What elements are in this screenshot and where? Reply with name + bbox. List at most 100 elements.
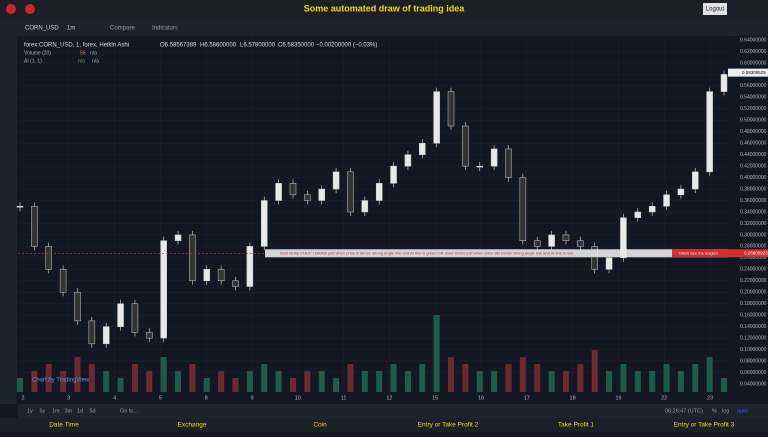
candle: [433, 91, 440, 144]
footer-column: Exchange: [178, 422, 207, 429]
y-tick-label: 0.40000000: [740, 175, 767, 181]
auto-toggle[interactable]: auto: [737, 408, 748, 414]
y-tick-label: 0.60000000: [740, 60, 767, 66]
candle: [490, 148, 498, 167]
candle: [347, 171, 354, 213]
x-tick-label: 3: [67, 395, 70, 401]
candle: [260, 200, 268, 247]
top-bar: [0, 0, 768, 20]
y-tick-label: 0.06000000: [740, 370, 767, 376]
x-tick-label: 5: [159, 395, 162, 401]
toolbar: [0, 20, 768, 36]
candle: [548, 234, 555, 247]
volume-bar: [261, 364, 268, 392]
log-toggle[interactable]: log: [722, 408, 729, 414]
icon[interactable]: [6, 4, 16, 14]
candle: [591, 246, 598, 270]
chart: 0.04000000 0.06000000 0.08000000 0.10000000…: [16, 36, 768, 401]
compare[interactable]: Compare: [110, 26, 135, 32]
x-tick-label: 2: [21, 395, 24, 401]
x-tick-label: 12: [386, 395, 392, 401]
range-button[interactable]: 5y: [40, 408, 46, 414]
clock: 06:26:47 (UTC): [665, 408, 703, 414]
volume-bar: [347, 364, 354, 392]
bottom-controls: 1y 5y 1m 3m 1d 5d Go to...: [27, 408, 139, 414]
volume-bar: [534, 364, 541, 392]
candle: [146, 332, 153, 339]
goto-button[interactable]: Go to...: [120, 408, 139, 414]
volume-bar: [246, 371, 253, 392]
candle: [634, 211, 642, 218]
x-tick-label: 15: [432, 395, 438, 401]
candle: [102, 326, 110, 345]
y-tick-label: 0.04000000: [740, 381, 767, 387]
candle: [562, 234, 570, 241]
left-toolbar: [0, 36, 17, 404]
candle: [605, 257, 613, 270]
range-button[interactable]: 3m: [65, 408, 73, 414]
volume-bar: [131, 364, 138, 392]
legend-na: n/a: [78, 58, 85, 64]
candle: [533, 240, 541, 247]
candle: [246, 246, 254, 287]
current-price: 0.58309525: [742, 70, 766, 75]
range-button[interactable]: 5d: [90, 408, 96, 414]
candle: [677, 188, 685, 196]
bottom-bar: [18, 404, 768, 418]
volume-bar: [304, 371, 311, 392]
candle: [318, 188, 325, 201]
x-tick-label: 23: [707, 395, 713, 401]
icon[interactable]: [25, 4, 35, 14]
legend-series: forex:CORN_USD, 1, forex, Heikin Ashi: [24, 43, 129, 49]
percent-toggle[interactable]: %: [712, 408, 717, 414]
candle: [45, 246, 52, 270]
logout-button[interactable]: [703, 3, 727, 15]
legend-volume: Volume (20): [24, 50, 51, 56]
volume-bar: [419, 364, 426, 392]
candle: [390, 165, 397, 184]
candle: [59, 269, 67, 293]
footer-column: Entry or Take Profit 3: [674, 422, 735, 429]
candle: [577, 240, 584, 247]
volume-bar: [591, 350, 598, 392]
candle: [203, 269, 211, 282]
indicators[interactable]: Indicators: [152, 26, 178, 32]
y-tick-label: 0.44000000: [740, 152, 767, 158]
y-tick-label: 0.16000000: [740, 313, 767, 319]
x-tick-label: 16: [478, 395, 484, 401]
candle: [375, 183, 383, 201]
y-tick-label: 0.48000000: [740, 129, 767, 135]
x-tick-label: 19: [615, 395, 621, 401]
y-tick-label: 0.64000000: [740, 37, 767, 43]
volume-bar: [289, 378, 296, 392]
range-button[interactable]: 1y: [27, 408, 33, 414]
level-label-bg: [728, 249, 768, 258]
range-button[interactable]: 1m: [52, 408, 60, 414]
candle: [174, 234, 182, 241]
volume-bar: [462, 364, 469, 392]
range-button[interactable]: 1d: [77, 408, 83, 414]
footer-column: Date Time: [49, 422, 79, 429]
annotation-tag: THEN See the magic!!: [678, 250, 718, 255]
volume-bar: [45, 364, 52, 392]
legend-volume-value: 56: [80, 50, 86, 56]
y-tick-label: 0.46000000: [740, 141, 767, 147]
app-title: Some automated draw of trading idea: [304, 3, 466, 13]
y-tick-label: 0.18000000: [740, 301, 767, 307]
volume-bar: [433, 315, 440, 392]
annotation: Wait till flip CHUC ! DRAW just when pri…: [280, 250, 573, 255]
logout-label[interactable]: Logout: [706, 7, 725, 13]
candle: [189, 234, 196, 282]
y-tick-label: 0.34000000: [740, 209, 767, 215]
legend-ai: AI (1, 1): [24, 58, 42, 64]
footer-column: Entry or Take Profit 2: [418, 422, 479, 429]
volume-bar: [505, 364, 512, 392]
x-tick-label: 10: [295, 395, 301, 401]
symbol[interactable]: CORN_USD: [25, 26, 59, 32]
y-tick-label: 0.20000000: [740, 290, 767, 296]
interval[interactable]: 1m: [67, 26, 75, 32]
volume-bar: [318, 371, 325, 392]
y-tick-label: 0.08000000: [740, 358, 767, 364]
candle: [663, 194, 670, 207]
volume-bar: [218, 371, 225, 392]
